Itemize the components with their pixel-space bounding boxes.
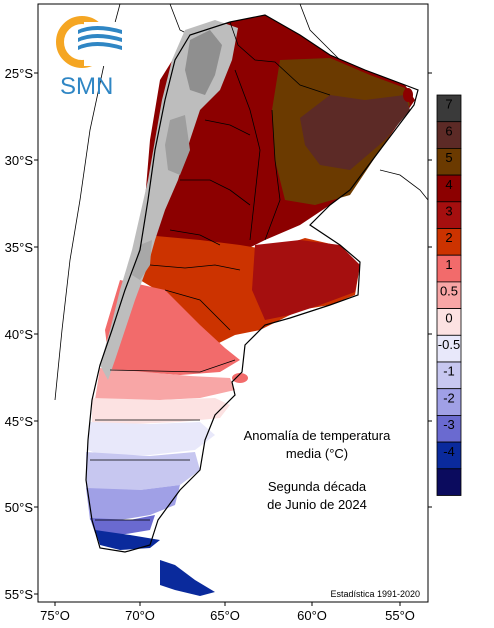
source-note: Estadística 1991-2020	[330, 589, 420, 599]
legend-label: 3	[445, 204, 452, 219]
lon-label: 65°O	[210, 608, 240, 623]
color-legend: 7 6 5 4 3 2 1 0.5 0 -0.5 -1 -2 -3 -4	[436, 94, 462, 496]
andes-highlands	[100, 20, 238, 380]
field-0-05-band	[92, 398, 230, 424]
legend-label: -4	[443, 444, 455, 459]
province-borders	[90, 21, 331, 521]
field-05-1-band	[95, 368, 235, 402]
logo-text: SMN	[60, 73, 113, 100]
legend-label: -2	[443, 390, 455, 405]
legend-label: -3	[443, 417, 455, 432]
legend-swatch	[436, 94, 462, 123]
lon-label: 70°O	[125, 608, 155, 623]
field-neg05-0-band	[88, 422, 215, 455]
legend-swatch	[436, 254, 462, 283]
lon-label: 75°O	[40, 608, 70, 623]
lat-label: 45°S	[5, 414, 34, 429]
legend-label: 0.5	[440, 284, 458, 299]
legend-label: 5	[445, 150, 452, 165]
smn-logo-icon: SMN	[56, 16, 124, 100]
field-tierra-del-fuego	[160, 560, 215, 596]
lon-label: 60°O	[297, 608, 327, 623]
field-3-4-east	[252, 240, 360, 320]
period-line-1: Segunda década	[268, 479, 367, 494]
lat-label: 35°S	[5, 240, 34, 255]
map-annotation: Anomalía de temperatura media (°C) Segun…	[244, 428, 420, 599]
legend-swatch	[436, 468, 462, 496]
lon-axis: 75°O 70°O 65°O 60°O 55°O	[40, 602, 415, 623]
legend-label: -1	[443, 364, 455, 379]
country-outline	[85, 14, 419, 553]
lat-axis: 25°S 30°S 35°S 40°S 45°S 50°S 55°S	[5, 66, 432, 602]
hotspot-misiones	[403, 88, 413, 102]
hotspot-coast	[232, 373, 248, 383]
legend-swatch	[436, 308, 462, 336]
legend-label: 2	[445, 230, 452, 245]
lon-label: 55°O	[385, 608, 415, 623]
legend-label: 7	[445, 97, 452, 112]
field-5-6-northeast	[300, 95, 410, 170]
period-line-2: de Junio de 2024	[267, 497, 367, 512]
field-neg4-south	[95, 530, 160, 550]
lat-label: 25°S	[5, 66, 34, 81]
legend-label: -0.5	[438, 337, 460, 352]
legend-swatch	[436, 414, 462, 443]
field-neg1-band	[86, 452, 200, 492]
legend-swatch	[436, 121, 462, 149]
field-1-2-band	[105, 280, 240, 375]
legend-swatch	[436, 147, 462, 176]
legend-label: 6	[445, 123, 452, 138]
field-neg2-band	[86, 485, 180, 520]
legend-label: 4	[445, 177, 452, 192]
lat-label: 30°S	[5, 153, 34, 168]
lat-label: 50°S	[5, 500, 34, 515]
lat-label: 40°S	[5, 327, 34, 342]
legend-label: 0	[445, 310, 452, 325]
title-line-2: media (°C)	[286, 446, 348, 461]
lat-label: 55°S	[5, 587, 34, 602]
title-line-1: Anomalía de temperatura	[244, 428, 391, 443]
legend-swatch	[436, 281, 462, 309]
legend-swatch	[436, 174, 462, 203]
legend-label: 1	[445, 257, 452, 272]
